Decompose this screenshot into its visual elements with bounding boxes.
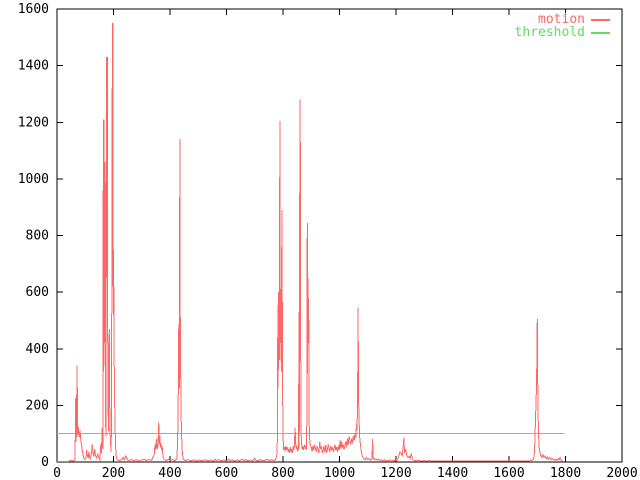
legend: motion threshold bbox=[514, 12, 610, 40]
legend-line-sample-motion bbox=[591, 18, 610, 21]
y-tick-label: 0 bbox=[41, 455, 49, 470]
legend-label-motion: motion bbox=[538, 12, 585, 27]
x-tick-label: 1200 bbox=[380, 466, 411, 480]
x-tick-label: 1000 bbox=[324, 466, 355, 480]
x-tick-label: 800 bbox=[271, 466, 294, 480]
y-tick-label: 1600 bbox=[18, 2, 49, 17]
y-tick-label: 600 bbox=[26, 285, 49, 300]
legend-line-sample-threshold bbox=[591, 31, 610, 34]
x-tick-label: 200 bbox=[102, 466, 125, 480]
x-tick-label: 600 bbox=[215, 466, 238, 480]
y-tick-label: 1200 bbox=[18, 115, 49, 130]
y-tick-label: 200 bbox=[26, 398, 49, 413]
x-tick-label: 1800 bbox=[550, 466, 581, 480]
plot-frame bbox=[56, 8, 623, 463]
x-tick-label: 2000 bbox=[606, 466, 637, 480]
legend-label-threshold: threshold bbox=[514, 25, 585, 40]
legend-item-motion: motion bbox=[538, 12, 610, 27]
legend-item-threshold: threshold bbox=[514, 25, 610, 40]
x-tick-label: 1400 bbox=[437, 466, 468, 480]
x-tick-label: 0 bbox=[53, 466, 61, 480]
x-tick-label: 1600 bbox=[493, 466, 524, 480]
y-tick-label: 1000 bbox=[18, 172, 49, 187]
y-tick-label: 1400 bbox=[18, 59, 49, 74]
y-tick-label: 400 bbox=[26, 342, 49, 357]
y-tick-label: 800 bbox=[26, 229, 49, 244]
series-motion bbox=[57, 23, 565, 462]
x-tick-label: 400 bbox=[158, 466, 181, 480]
